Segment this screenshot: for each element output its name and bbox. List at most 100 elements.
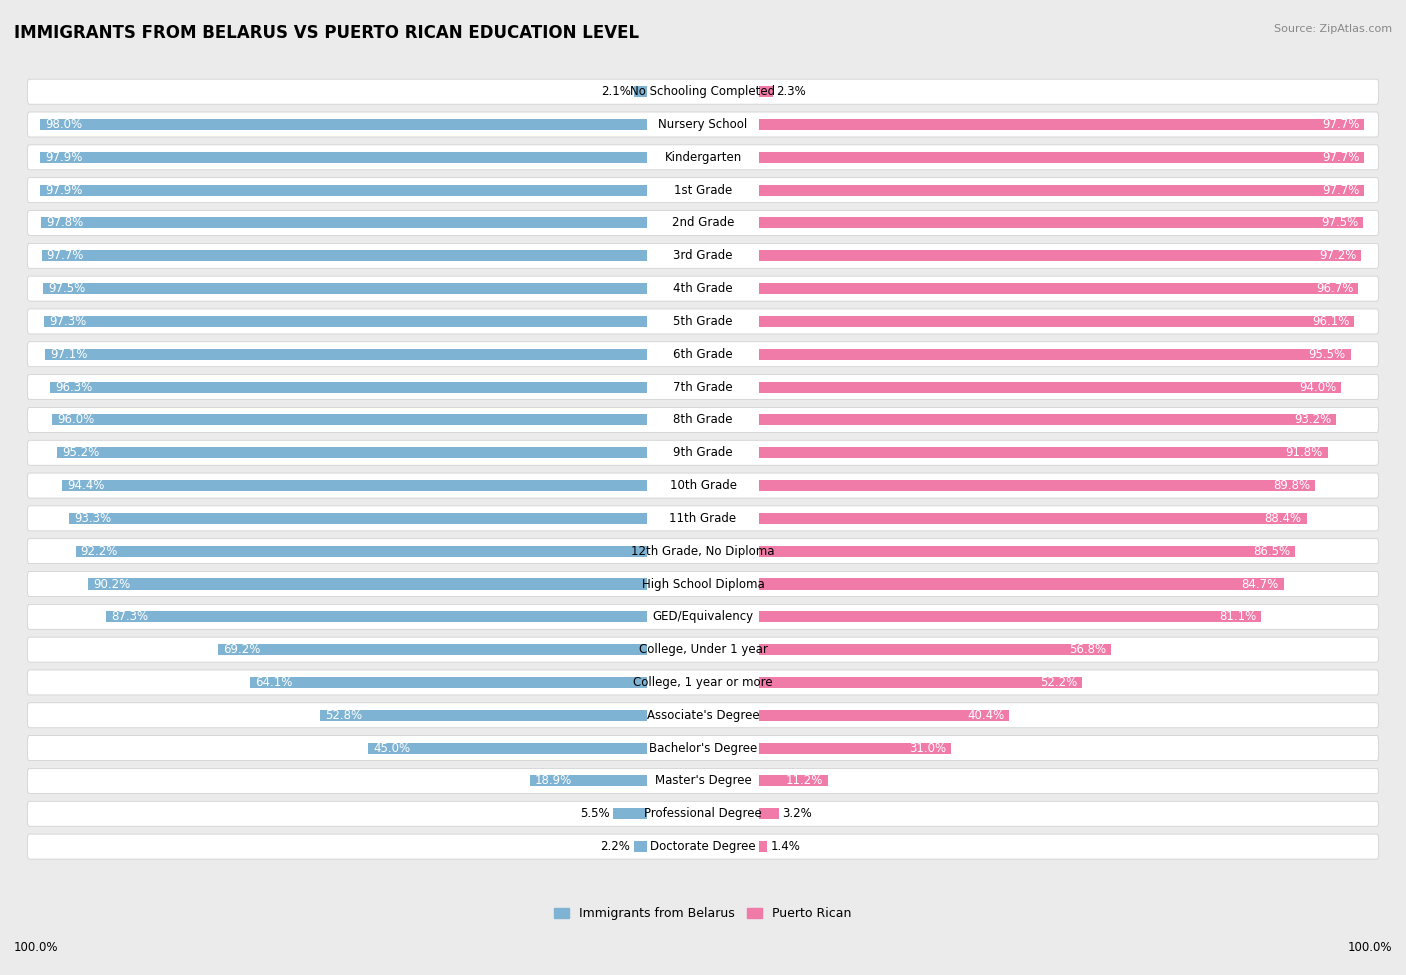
Text: 10th Grade: 10th Grade (669, 479, 737, 492)
Bar (613, 808, 647, 819)
Text: 6th Grade: 6th Grade (673, 348, 733, 361)
Text: 97.9%: 97.9% (45, 183, 83, 197)
FancyBboxPatch shape (27, 768, 1379, 794)
FancyBboxPatch shape (27, 703, 1379, 727)
Text: 95.2%: 95.2% (62, 447, 100, 459)
Bar (759, 611, 1261, 622)
FancyBboxPatch shape (27, 177, 1379, 203)
Bar (759, 251, 1361, 261)
Text: 31.0%: 31.0% (908, 742, 946, 755)
Bar (759, 644, 1111, 655)
Bar (759, 775, 828, 787)
Text: 97.5%: 97.5% (1320, 216, 1358, 229)
FancyBboxPatch shape (27, 670, 1379, 695)
Bar (41, 184, 647, 196)
Bar (759, 743, 950, 754)
Bar (52, 414, 647, 425)
Text: 11.2%: 11.2% (786, 774, 824, 788)
Text: No Schooling Completed: No Schooling Completed (630, 85, 776, 98)
Bar (39, 119, 647, 130)
Bar (759, 86, 773, 98)
Text: 84.7%: 84.7% (1241, 577, 1279, 591)
Text: 8th Grade: 8th Grade (673, 413, 733, 426)
Bar (634, 841, 647, 852)
Bar (759, 546, 1295, 557)
Bar (42, 251, 647, 261)
Text: 1st Grade: 1st Grade (673, 183, 733, 197)
Bar (759, 316, 1354, 327)
Text: 94.4%: 94.4% (67, 479, 104, 492)
Text: Nursery School: Nursery School (658, 118, 748, 131)
Text: 64.1%: 64.1% (254, 676, 292, 689)
Bar (69, 513, 647, 524)
FancyBboxPatch shape (27, 638, 1379, 662)
Text: 97.7%: 97.7% (46, 250, 84, 262)
Text: 100.0%: 100.0% (1347, 941, 1392, 954)
FancyBboxPatch shape (27, 309, 1379, 333)
Text: 12th Grade, No Diploma: 12th Grade, No Diploma (631, 545, 775, 558)
Text: Associate's Degree: Associate's Degree (647, 709, 759, 722)
Text: 87.3%: 87.3% (111, 610, 148, 623)
Text: College, 1 year or more: College, 1 year or more (633, 676, 773, 689)
Bar (759, 283, 1358, 294)
Text: Bachelor's Degree: Bachelor's Degree (650, 742, 756, 755)
Text: 3.2%: 3.2% (782, 807, 811, 820)
Text: 1.4%: 1.4% (770, 840, 800, 853)
Text: 89.8%: 89.8% (1274, 479, 1310, 492)
Text: 88.4%: 88.4% (1264, 512, 1302, 525)
Text: 91.8%: 91.8% (1285, 447, 1323, 459)
FancyBboxPatch shape (27, 276, 1379, 301)
Text: 97.1%: 97.1% (51, 348, 87, 361)
Bar (368, 743, 647, 754)
Text: 97.3%: 97.3% (49, 315, 86, 328)
Text: 2.3%: 2.3% (776, 85, 806, 98)
FancyBboxPatch shape (27, 342, 1379, 367)
Text: 97.2%: 97.2% (1319, 250, 1357, 262)
Text: 52.8%: 52.8% (325, 709, 361, 722)
Text: 2.1%: 2.1% (602, 85, 631, 98)
FancyBboxPatch shape (27, 801, 1379, 826)
Bar (759, 448, 1327, 458)
Bar (45, 349, 647, 360)
FancyBboxPatch shape (27, 539, 1379, 564)
Bar (759, 184, 1364, 196)
FancyBboxPatch shape (27, 604, 1379, 629)
Bar (759, 414, 1337, 425)
Text: 81.1%: 81.1% (1219, 610, 1257, 623)
Bar (530, 775, 647, 787)
FancyBboxPatch shape (27, 145, 1379, 170)
FancyBboxPatch shape (27, 441, 1379, 465)
Text: 92.2%: 92.2% (80, 545, 118, 558)
Bar (759, 381, 1341, 393)
Text: 97.7%: 97.7% (1322, 151, 1360, 164)
Bar (759, 710, 1010, 721)
Text: 45.0%: 45.0% (373, 742, 411, 755)
Text: Kindergarten: Kindergarten (665, 151, 741, 164)
Text: 93.2%: 93.2% (1295, 413, 1331, 426)
Text: 5th Grade: 5th Grade (673, 315, 733, 328)
Text: 97.7%: 97.7% (1322, 183, 1360, 197)
Text: 98.0%: 98.0% (45, 118, 82, 131)
Text: 97.8%: 97.8% (46, 216, 83, 229)
Bar (58, 448, 647, 458)
Bar (759, 349, 1351, 360)
Bar (76, 546, 647, 557)
Text: 90.2%: 90.2% (93, 577, 131, 591)
Text: 52.2%: 52.2% (1040, 676, 1077, 689)
FancyBboxPatch shape (27, 79, 1379, 104)
Bar (759, 808, 779, 819)
Text: 2nd Grade: 2nd Grade (672, 216, 734, 229)
Text: 56.8%: 56.8% (1069, 644, 1107, 656)
Text: 94.0%: 94.0% (1299, 380, 1337, 394)
Bar (759, 677, 1083, 688)
Bar (44, 283, 647, 294)
Text: High School Diploma: High School Diploma (641, 577, 765, 591)
Text: College, Under 1 year: College, Under 1 year (638, 644, 768, 656)
Text: 69.2%: 69.2% (224, 644, 260, 656)
Bar (105, 611, 647, 622)
Bar (62, 480, 647, 491)
Text: IMMIGRANTS FROM BELARUS VS PUERTO RICAN EDUCATION LEVEL: IMMIGRANTS FROM BELARUS VS PUERTO RICAN … (14, 24, 640, 42)
Text: 97.5%: 97.5% (48, 282, 86, 295)
Bar (250, 677, 647, 688)
Legend: Immigrants from Belarus, Puerto Rican: Immigrants from Belarus, Puerto Rican (550, 902, 856, 925)
